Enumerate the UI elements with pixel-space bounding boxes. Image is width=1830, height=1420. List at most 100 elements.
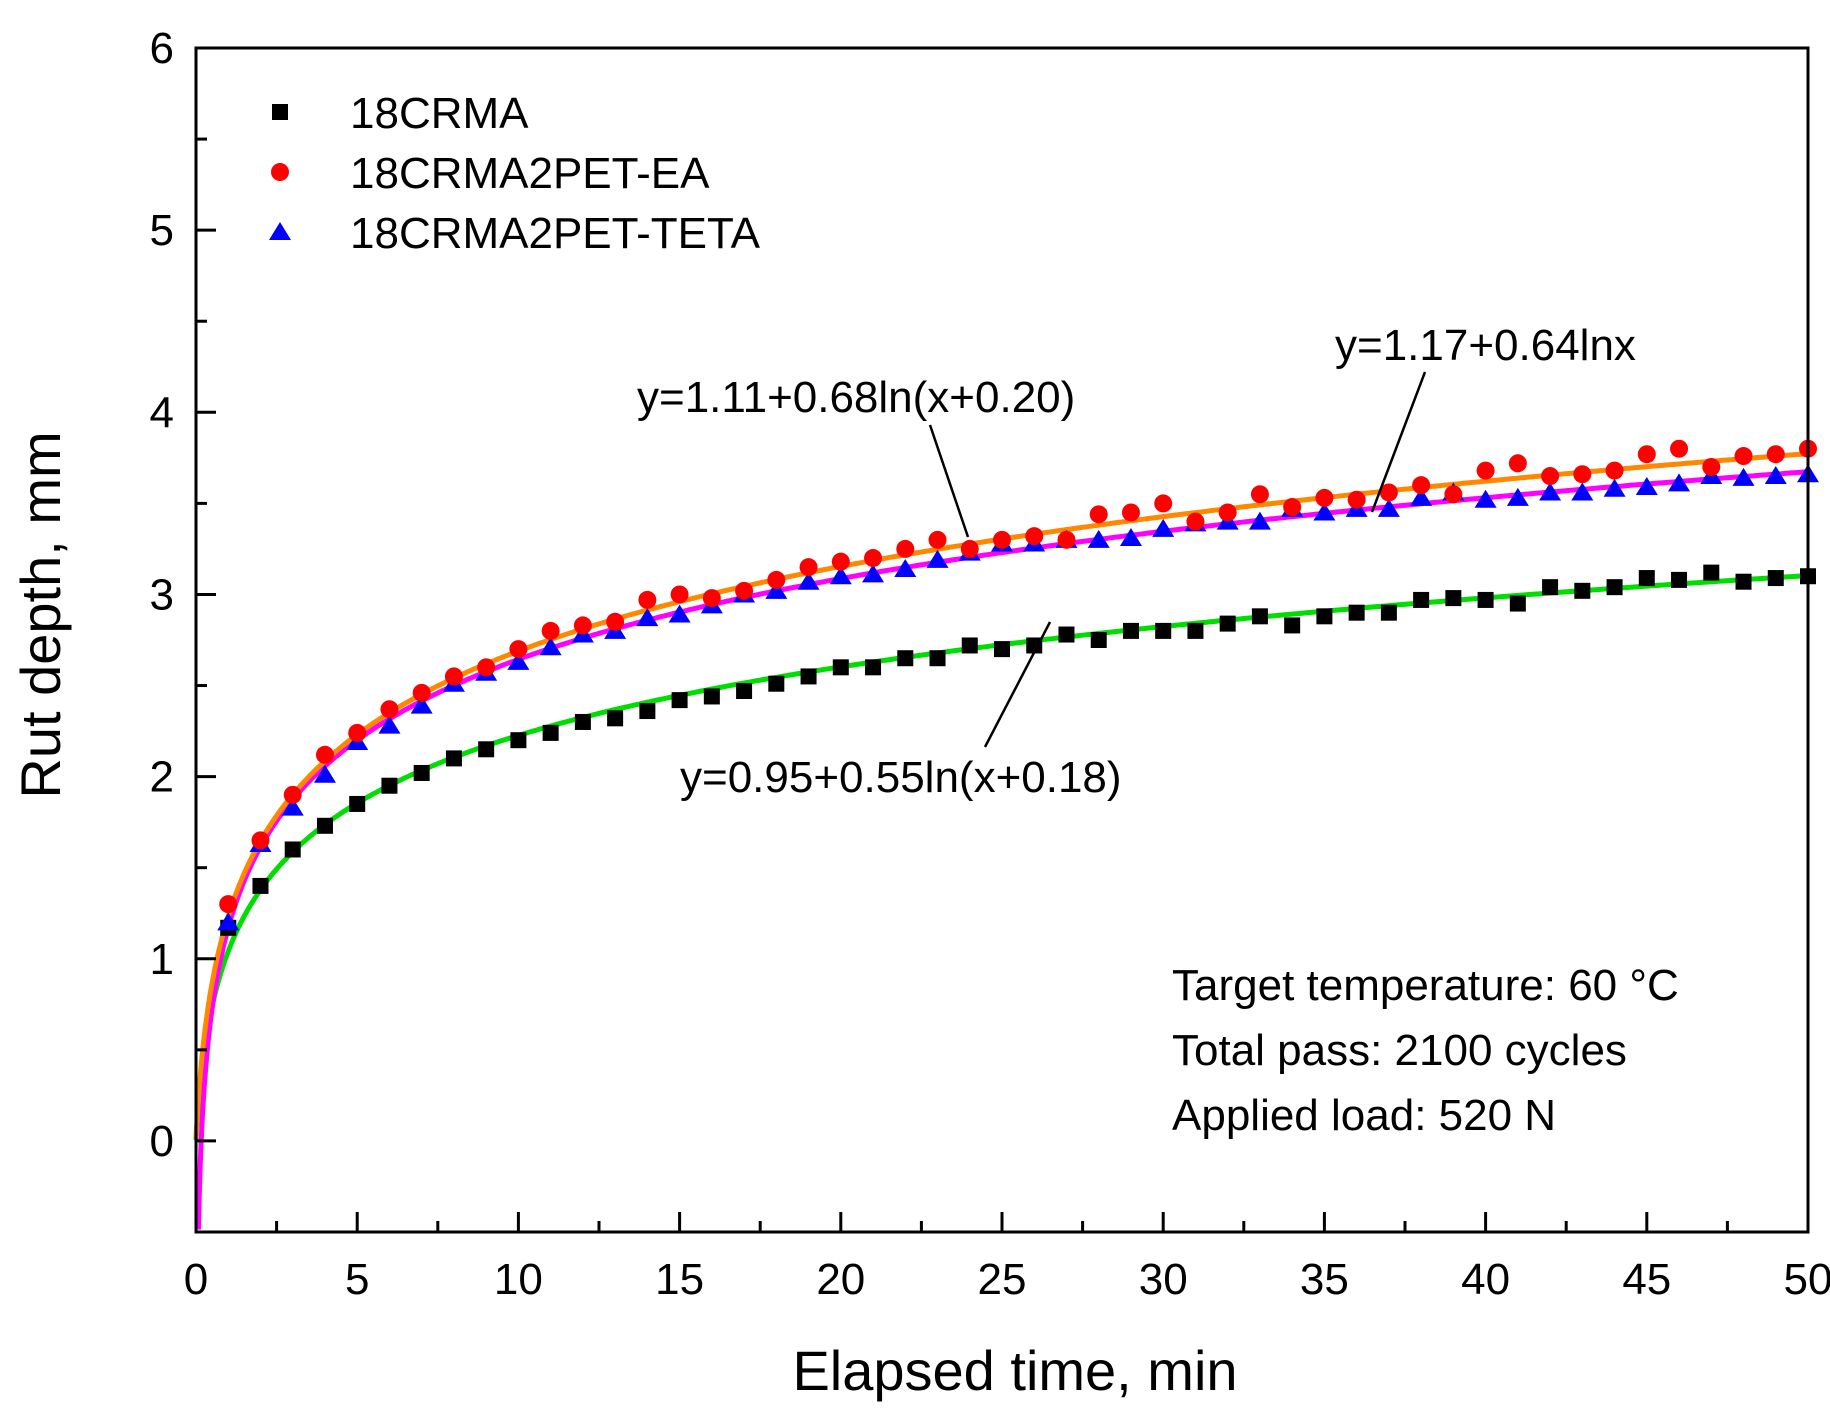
point-crma <box>1122 622 1139 639</box>
y-tick-label: 0 <box>150 1117 174 1166</box>
x-tick-label: 25 <box>978 1255 1027 1304</box>
point-crma <box>1671 571 1688 588</box>
point-crma <box>1509 595 1526 612</box>
point-teta <box>1377 498 1400 517</box>
point-teta <box>1668 473 1691 492</box>
point-crma <box>1090 632 1107 648</box>
point-ea <box>928 530 947 549</box>
point-teta <box>313 764 336 783</box>
point-ea <box>767 570 786 589</box>
point-ea <box>1702 457 1721 476</box>
point-crma <box>284 841 301 858</box>
y-tick-label: 3 <box>150 570 174 619</box>
point-crma <box>1542 579 1559 596</box>
point-crma <box>929 650 946 667</box>
point-ea <box>251 831 270 850</box>
point-crma <box>961 637 978 654</box>
point-teta <box>1474 489 1497 508</box>
point-ea <box>444 667 463 686</box>
point-crma <box>542 724 559 741</box>
point-ea <box>993 530 1011 549</box>
point-crma <box>1606 579 1623 596</box>
point-crma <box>445 750 462 767</box>
y-tick-label: 2 <box>150 753 174 802</box>
x-tick-label: 30 <box>1139 1255 1188 1304</box>
legend-entry-crma: 18CRMA <box>272 89 529 138</box>
point-teta <box>765 580 788 599</box>
legend-marker <box>272 104 288 120</box>
point-crma <box>1251 608 1268 625</box>
point-ea <box>380 700 399 719</box>
point-crma <box>1058 626 1075 643</box>
fit-equation-teta: y=1.17+0.64lnx <box>1335 321 1636 370</box>
x-tick-label: 10 <box>494 1255 543 1304</box>
point-crma <box>1316 608 1333 625</box>
y-axis-title: Rut depth, mm <box>9 431 72 798</box>
leader-lines <box>928 371 1427 748</box>
x-tick-label: 40 <box>1461 1255 1510 1304</box>
point-crma <box>1219 615 1236 632</box>
leader-line-crma <box>983 621 1052 748</box>
annotation-applied-load: Applied load: 520 N <box>1172 1091 1556 1140</box>
point-teta <box>862 564 885 583</box>
point-crma <box>800 668 817 685</box>
point-crma <box>478 741 495 758</box>
point-ea <box>1121 503 1140 522</box>
point-ea <box>1605 461 1624 480</box>
point-crma <box>1445 590 1462 607</box>
point-crma <box>1380 604 1397 621</box>
point-ea <box>1250 485 1269 504</box>
y-tick-label: 5 <box>150 206 174 255</box>
point-teta <box>926 549 949 568</box>
point-crma <box>1477 591 1494 608</box>
point-ea <box>1283 498 1302 517</box>
point-teta <box>1764 466 1787 485</box>
point-ea <box>348 723 367 742</box>
point-teta <box>1506 487 1529 506</box>
x-axis-title: Elapsed time, min <box>792 1339 1237 1402</box>
point-crma <box>897 650 914 667</box>
point-ea <box>1637 445 1656 464</box>
y-tick-label: 6 <box>150 24 174 73</box>
x-tick-label: 20 <box>816 1255 865 1304</box>
point-crma <box>381 777 398 794</box>
legend-label: 18CRMA2PET-EA <box>350 149 710 198</box>
point-ea <box>1089 505 1108 524</box>
data-points <box>217 439 1819 936</box>
point-teta <box>1539 482 1562 501</box>
point-crma <box>1767 570 1784 587</box>
fit-equation-ea: y=1.11+0.68ln(x+0.20) <box>637 373 1075 422</box>
point-ea <box>1541 467 1560 486</box>
point-ea <box>509 640 528 659</box>
point-ea <box>1573 465 1592 484</box>
point-teta <box>539 637 562 656</box>
x-tick-label: 5 <box>345 1255 369 1304</box>
point-teta <box>1087 529 1110 548</box>
point-ea <box>702 589 721 608</box>
point-crma <box>1703 564 1720 581</box>
point-ea <box>477 658 496 677</box>
fit-equation-crma: y=0.95+0.55ln(x+0.18) <box>680 753 1122 802</box>
point-crma <box>1638 570 1655 587</box>
point-crma <box>1187 622 1204 639</box>
point-teta <box>410 695 433 714</box>
point-crma <box>316 817 333 834</box>
point-teta <box>668 604 691 623</box>
point-teta <box>281 797 304 816</box>
point-crma <box>413 764 430 781</box>
point-teta <box>217 912 240 931</box>
point-teta <box>894 558 917 577</box>
point-ea <box>219 895 238 914</box>
point-ea <box>960 539 979 558</box>
leader-line-teta <box>1370 371 1427 513</box>
point-ea <box>1218 503 1237 522</box>
point-teta <box>1152 518 1175 537</box>
point-ea <box>1476 461 1495 480</box>
point-teta <box>1732 467 1755 486</box>
point-crma <box>1413 591 1430 608</box>
point-crma <box>703 688 720 705</box>
point-teta <box>1248 511 1271 530</box>
point-ea <box>864 549 883 568</box>
